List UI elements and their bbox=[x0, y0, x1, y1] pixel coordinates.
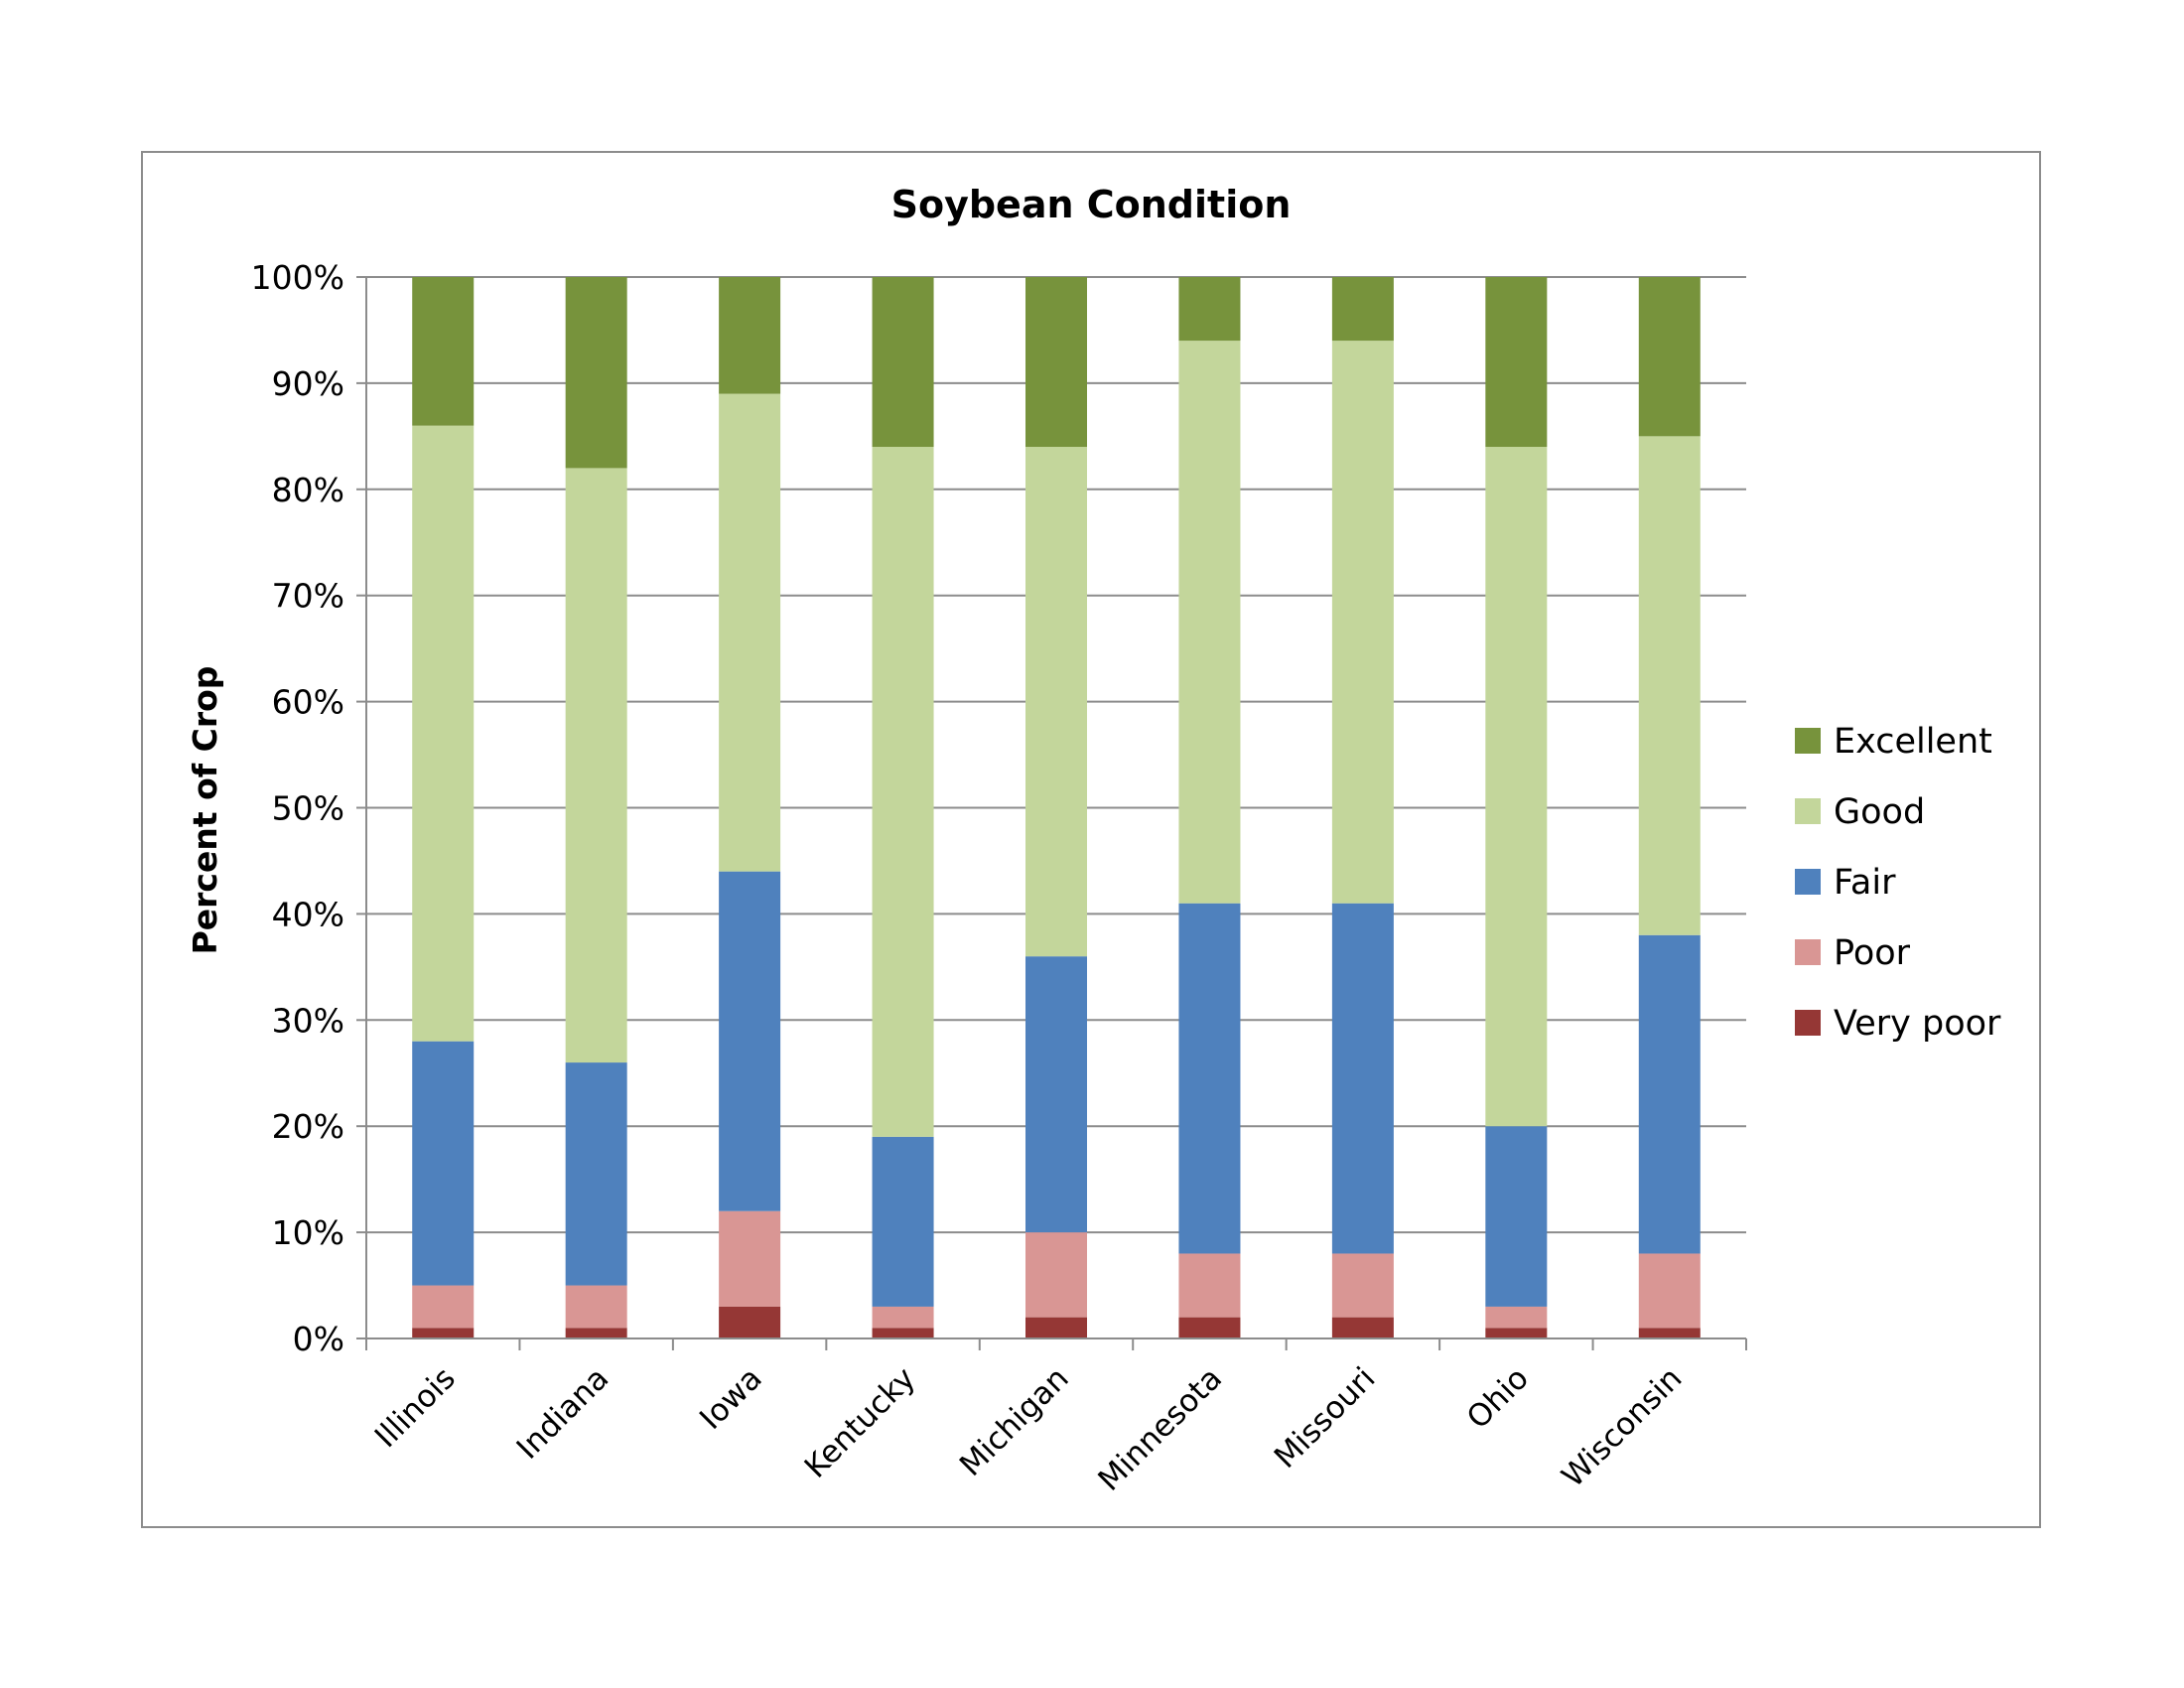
y-tick-label: 20% bbox=[272, 1107, 344, 1146]
bar-segment bbox=[1485, 277, 1548, 448]
chart-title: Soybean Condition bbox=[891, 183, 1292, 226]
y-axis-label: Percent of Crop bbox=[186, 666, 224, 955]
x-tick-label: Minnesota bbox=[1092, 1360, 1230, 1498]
legend: Excellent Good Fair Poor Very poor bbox=[1795, 722, 2001, 1044]
legend-swatch bbox=[1795, 1010, 1821, 1036]
bar-segment bbox=[1331, 341, 1394, 904]
bar-segment bbox=[719, 277, 781, 394]
y-tick-label: 100% bbox=[251, 258, 344, 297]
y-tick-label: 80% bbox=[272, 471, 344, 509]
legend-label: Very poor bbox=[1834, 1004, 2001, 1044]
legend-swatch bbox=[1795, 869, 1821, 895]
x-tick-label: Michigan bbox=[953, 1360, 1076, 1483]
y-tick-label: 0% bbox=[293, 1320, 344, 1358]
y-tick-label: 60% bbox=[272, 683, 344, 722]
bar-segment bbox=[1178, 277, 1241, 342]
bar-segment bbox=[1638, 1253, 1701, 1329]
bar-segment bbox=[872, 1306, 934, 1329]
bar-segment bbox=[565, 277, 627, 469]
y-tick-label: 40% bbox=[272, 895, 344, 933]
bar-segment bbox=[1638, 277, 1701, 437]
bar-segment bbox=[1331, 1317, 1394, 1338]
bar-segment bbox=[412, 1328, 475, 1338]
bar-segment bbox=[872, 1136, 934, 1307]
bar-segment bbox=[719, 393, 781, 872]
bar-segment bbox=[412, 425, 475, 1042]
bar-segment bbox=[1025, 956, 1087, 1233]
bar-segment bbox=[872, 447, 934, 1137]
soybean-condition-chart: Soybean Condition Percent of Crop 0% 10% 2… bbox=[186, 183, 2001, 1498]
legend-label: Fair bbox=[1834, 863, 1896, 903]
y-tick-label: 70% bbox=[272, 577, 344, 616]
bar-segment bbox=[1485, 447, 1548, 1127]
bar-segment bbox=[1638, 934, 1701, 1254]
legend-label: Poor bbox=[1834, 933, 1911, 973]
x-tick-label: Missouri bbox=[1268, 1360, 1383, 1476]
bar-segment bbox=[1331, 1253, 1394, 1318]
y-tick-label: 30% bbox=[272, 1001, 344, 1040]
bar-segment bbox=[412, 1285, 475, 1329]
bars bbox=[412, 277, 1701, 1338]
bar-segment bbox=[1331, 277, 1394, 342]
bar-segment bbox=[1178, 1317, 1241, 1338]
bar-segment bbox=[1025, 447, 1087, 957]
legend-label: Good bbox=[1834, 792, 1925, 832]
legend-swatch bbox=[1795, 939, 1821, 965]
x-tick-label: Indiana bbox=[510, 1360, 616, 1467]
bar-segment bbox=[719, 1306, 781, 1338]
bar-segment bbox=[1025, 1317, 1087, 1338]
x-tick-label: Illinois bbox=[368, 1360, 463, 1455]
bar-segment bbox=[719, 1210, 781, 1307]
bar-segment bbox=[1178, 341, 1241, 904]
x-tick-label: Ohio bbox=[1460, 1360, 1536, 1436]
legend-swatch bbox=[1795, 728, 1821, 754]
bar-segment bbox=[565, 1328, 627, 1338]
bar-segment bbox=[719, 871, 781, 1211]
y-axis-ticks: 0% 10% 20% 30% 40% 50% 60% 70% 80% 90% 100% bbox=[251, 258, 366, 1358]
bar-segment bbox=[1485, 1306, 1548, 1329]
bar-segment bbox=[565, 1285, 627, 1329]
x-tick-label: Wisconsin bbox=[1556, 1360, 1690, 1494]
bar-segment bbox=[1638, 436, 1701, 935]
x-tick-label: Iowa bbox=[693, 1360, 769, 1437]
bar-segment bbox=[872, 1328, 934, 1338]
legend-swatch bbox=[1795, 798, 1821, 824]
x-axis-labels: Illinois Indiana Iowa Kentucky Michigan Minne… bbox=[368, 1360, 1690, 1498]
bar-segment bbox=[412, 277, 475, 426]
legend-label: Excellent bbox=[1834, 722, 1992, 762]
bar-segment bbox=[1331, 903, 1394, 1254]
bar-segment bbox=[1025, 277, 1087, 448]
bar-segment bbox=[565, 1062, 627, 1286]
bar-segment bbox=[1485, 1328, 1548, 1338]
bar-segment bbox=[412, 1041, 475, 1286]
bar-segment bbox=[1638, 1328, 1701, 1338]
bar-segment bbox=[1025, 1232, 1087, 1318]
y-tick-label: 90% bbox=[272, 364, 344, 403]
bar-segment bbox=[872, 277, 934, 448]
y-tick-label: 10% bbox=[272, 1213, 344, 1252]
bar-segment bbox=[565, 468, 627, 1063]
x-tick-label: Kentucky bbox=[798, 1360, 923, 1485]
y-tick-label: 50% bbox=[272, 789, 344, 828]
bar-segment bbox=[1178, 903, 1241, 1254]
bar-segment bbox=[1178, 1253, 1241, 1318]
chart-frame: Soybean Condition Percent of Crop 0% 10% 2… bbox=[141, 151, 2041, 1528]
bar-segment bbox=[1485, 1126, 1548, 1307]
